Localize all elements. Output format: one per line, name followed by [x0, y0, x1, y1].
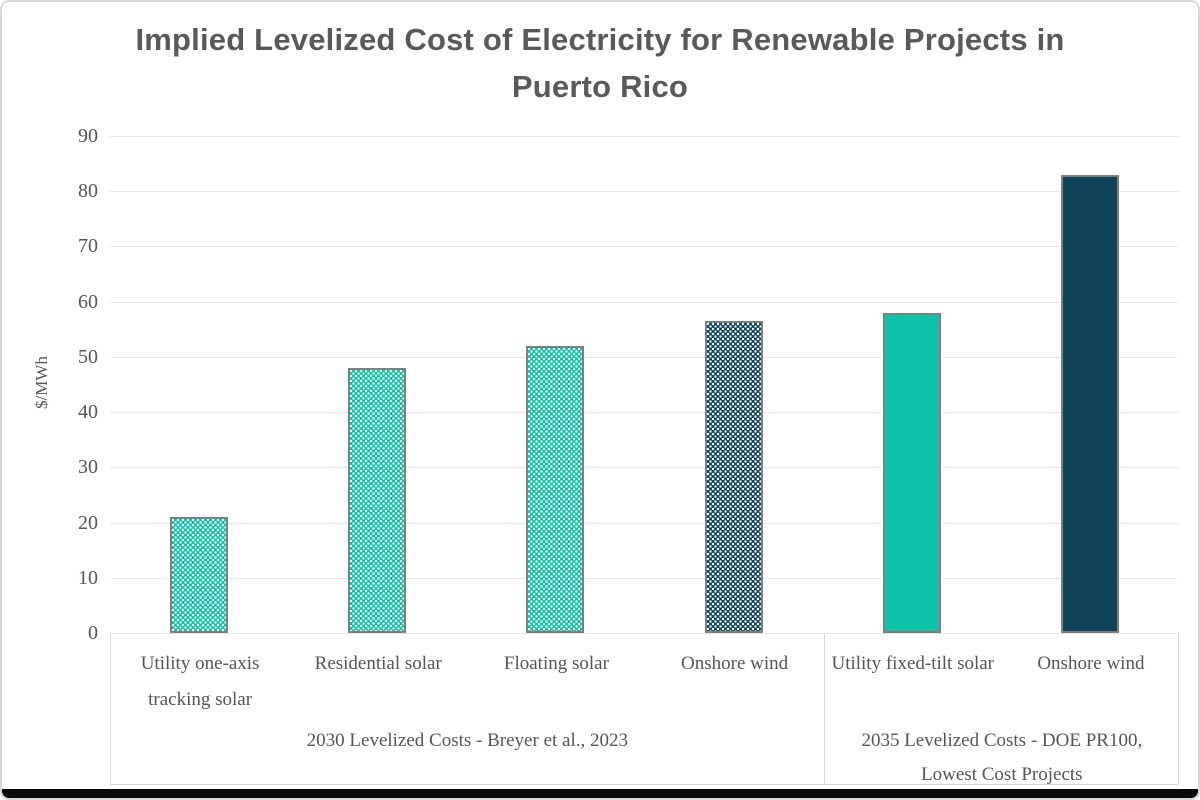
y-tick-label: 20: [78, 511, 98, 534]
category-label: Floating solar: [503, 653, 609, 674]
chart-title: Implied Levelized Cost of Electricity fo…: [135, 22, 1065, 104]
y-tick-label: 10: [78, 566, 98, 589]
y-tick-label: 40: [78, 401, 98, 424]
y-tick-label: 30: [78, 456, 98, 479]
y-tick-label: 0: [88, 622, 98, 644]
chart-bar-onshore-wind: [704, 320, 763, 633]
y-tick-label: 60: [78, 290, 98, 313]
chart-bar-onshore-wind: [1060, 174, 1119, 633]
gridline: [110, 522, 1179, 524]
group-divider: [823, 633, 825, 784]
chart-bar-utility-one-axis-tracking-solar: [170, 517, 229, 633]
category-label: Residential solar: [314, 653, 442, 674]
gridline: [110, 191, 1179, 193]
y-tick-label: 70: [78, 235, 98, 258]
plot-area: [110, 136, 1179, 634]
group-label: 2035 Levelized Costs - DOE PR100, Lowest…: [861, 730, 1143, 785]
group-label: 2030 Levelized Costs - Breyer et al., 20…: [306, 730, 628, 751]
gridline: [110, 136, 1179, 137]
chart-bar-residential-solar: [348, 367, 407, 633]
gridline: [110, 412, 1179, 414]
chart-bar-floating-solar: [526, 345, 585, 633]
category-label: Onshore wind: [681, 653, 789, 674]
gridline: [110, 633, 1179, 634]
gridline: [110, 356, 1179, 358]
category-label-box: Utility one-axis tracking solar Residenti…: [110, 633, 1179, 785]
category-label: Utility fixed-tilt solar: [831, 653, 994, 674]
y-tick-label: 80: [78, 180, 98, 203]
gridline: [110, 301, 1179, 303]
gridline: [110, 246, 1179, 248]
y-tick-label: 50: [78, 345, 98, 368]
gridline: [110, 467, 1179, 469]
gridline: [110, 577, 1179, 579]
window-bottom-bar: [2, 789, 1198, 798]
chart-bar-utility-fixed-tilt-solar: [882, 312, 941, 633]
category-label: Utility one-axis tracking solar: [140, 653, 260, 710]
category-label: Onshore wind: [1037, 653, 1145, 674]
y-tick-label: 90: [78, 125, 98, 147]
